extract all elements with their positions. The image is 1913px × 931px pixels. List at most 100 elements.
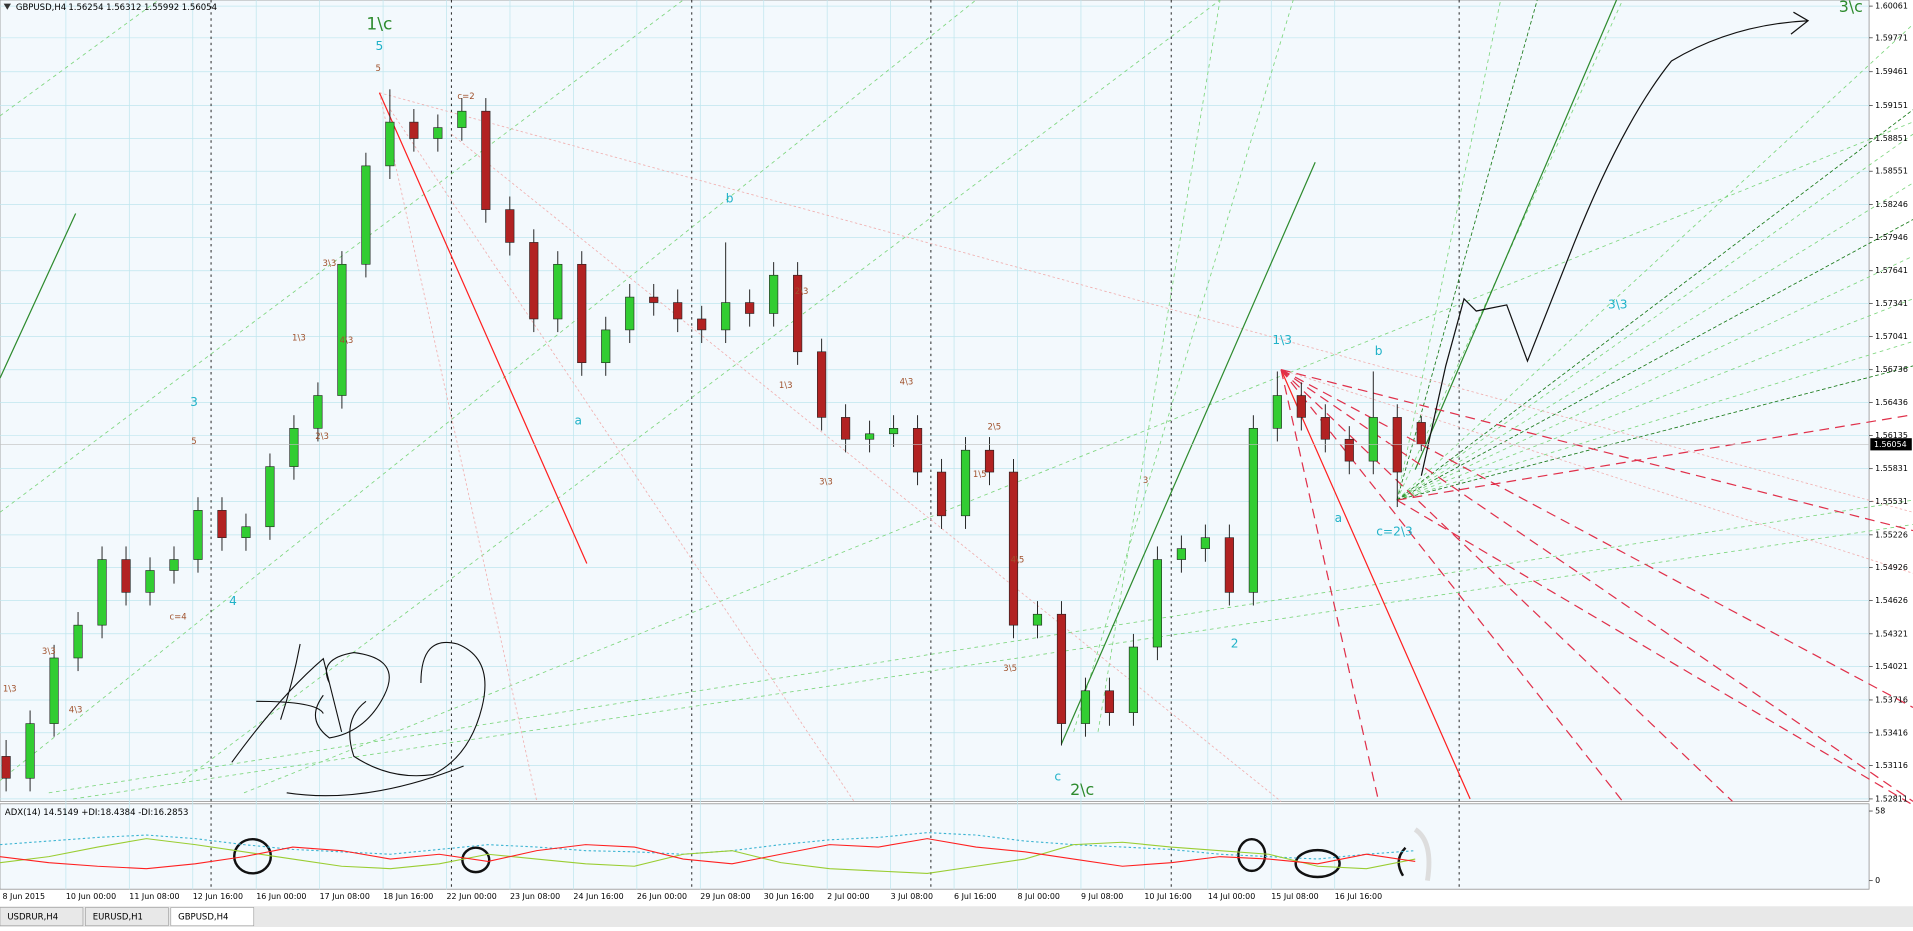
y-tick-label: 1.58246 xyxy=(1875,200,1908,209)
eraser-mark xyxy=(1413,827,1432,882)
circle xyxy=(1397,846,1407,877)
x-tick-label: 16 Jun 00:00 xyxy=(256,892,306,901)
wave-label: 3\3 xyxy=(819,477,833,487)
wave-label: 4 xyxy=(229,594,237,608)
close-price: 1.56054 xyxy=(182,3,217,13)
y-tick-label: 1.59151 xyxy=(1875,101,1908,110)
y-tick-label: 1.58551 xyxy=(1875,167,1908,176)
candle-body xyxy=(313,395,323,429)
wave-label: c xyxy=(1054,769,1061,783)
wave-label: 1\5 xyxy=(973,470,987,480)
candle-body xyxy=(1152,559,1162,648)
candle-body xyxy=(97,559,107,626)
candle-body xyxy=(1080,690,1091,724)
x-tick-label: 9 Jul 08:00 xyxy=(1081,892,1123,901)
tab[interactable] xyxy=(170,907,255,927)
wave-label: 2\5 xyxy=(987,422,1001,432)
tab[interactable] xyxy=(0,907,84,927)
wave-label: a xyxy=(1335,511,1342,525)
wave-label: 1\3 xyxy=(1272,333,1292,347)
wave-label: 4\3 xyxy=(340,336,354,346)
x-tick-label: 26 Jun 00:00 xyxy=(637,892,687,901)
candle-body xyxy=(25,723,35,779)
x-tick-label: 3 Jul 08:00 xyxy=(891,892,933,901)
indicator-pane xyxy=(0,803,1870,890)
x-tick-label: 30 Jun 16:00 xyxy=(764,892,814,901)
circle xyxy=(1294,848,1341,879)
candle-body xyxy=(217,510,227,538)
candle-body xyxy=(697,318,707,331)
y-tick-label: 1.56436 xyxy=(1875,398,1908,407)
candle-body xyxy=(433,127,443,139)
chart-pane xyxy=(0,0,1870,802)
candle-body xyxy=(984,449,995,473)
y-tick-label: 1.53116 xyxy=(1875,761,1908,770)
candle-body xyxy=(505,209,515,243)
candle-body xyxy=(1200,537,1210,549)
forecast-arrow xyxy=(1420,11,1810,476)
candle-body xyxy=(1056,613,1067,724)
x-tick-label: 16 Jul 16:00 xyxy=(1335,892,1382,901)
wave-label: 5 xyxy=(191,437,196,447)
wave-label: 3 xyxy=(190,395,198,409)
tab[interactable] xyxy=(85,907,169,927)
candle-body xyxy=(73,624,83,659)
y-tick-label: 1.54626 xyxy=(1875,596,1908,605)
wave-label: 1\3 xyxy=(779,381,793,391)
candle-body xyxy=(841,417,851,440)
x-tick-label: 29 Jun 08:00 xyxy=(700,892,750,901)
candle-body xyxy=(1032,613,1043,626)
price-tag-label: 1.56054 xyxy=(1874,440,1907,449)
candle-body xyxy=(1248,428,1258,593)
x-tick-label: 12 Jun 16:00 xyxy=(193,892,243,901)
wave-label: 3\3 xyxy=(323,259,337,269)
candle-body xyxy=(745,302,755,314)
wave-label: 2\3 xyxy=(315,432,329,442)
candle-body xyxy=(385,121,395,167)
y-tick-label: 1.57341 xyxy=(1875,299,1908,308)
x-tick-label: 10 Jun 00:00 xyxy=(66,892,116,901)
low-price: 1.55992 xyxy=(144,3,179,13)
candle-body xyxy=(1128,646,1139,713)
candle-body xyxy=(888,428,899,435)
wave-label: 3\3 xyxy=(1608,297,1628,311)
candle-body xyxy=(649,296,659,303)
wave-label: 1\c xyxy=(366,14,392,34)
drawings xyxy=(0,0,1913,882)
candle-body xyxy=(409,121,419,139)
handwriting xyxy=(231,642,486,797)
x-tick-label: 24 Jun 16:00 xyxy=(573,892,623,901)
candle-body xyxy=(769,274,779,314)
trendline xyxy=(0,0,1618,745)
circle xyxy=(461,846,491,874)
wave-label: a xyxy=(575,413,582,427)
tab-label[interactable]: GBPUSD,H4 xyxy=(178,913,228,923)
candle-body xyxy=(721,302,731,331)
candle-body xyxy=(361,165,371,265)
candle-body xyxy=(912,428,923,473)
tab-label[interactable]: EURUSD,H1 xyxy=(93,913,143,923)
wave-label: b xyxy=(1375,344,1383,358)
y-tick-label: 1.52811 xyxy=(1875,794,1908,803)
x-tick-label: 22 Jun 00:00 xyxy=(447,892,497,901)
candle-body xyxy=(265,466,275,528)
wave-label: 5 xyxy=(375,64,380,74)
candle-body xyxy=(936,471,947,517)
candle-body xyxy=(625,296,635,331)
high-price: 1.56312 xyxy=(106,3,141,13)
candles xyxy=(0,89,1426,874)
y-tick-label: 1.56736 xyxy=(1875,365,1908,374)
candle-body xyxy=(1224,537,1234,593)
x-tick-label: 18 Jun 16:00 xyxy=(383,892,433,901)
y-tick-label: 0 xyxy=(1875,876,1880,885)
tab-label[interactable]: USDRUR,H4 xyxy=(7,913,58,923)
y-tick-label: 1.54321 xyxy=(1875,629,1908,638)
candle-body xyxy=(1392,417,1402,473)
x-tick-label: 23 Jun 08:00 xyxy=(510,892,560,901)
candle-body xyxy=(169,559,179,571)
wave-label: 3\3 xyxy=(42,647,56,657)
circle xyxy=(1237,837,1267,873)
x-tick-label: 11 Jun 08:00 xyxy=(129,892,179,901)
